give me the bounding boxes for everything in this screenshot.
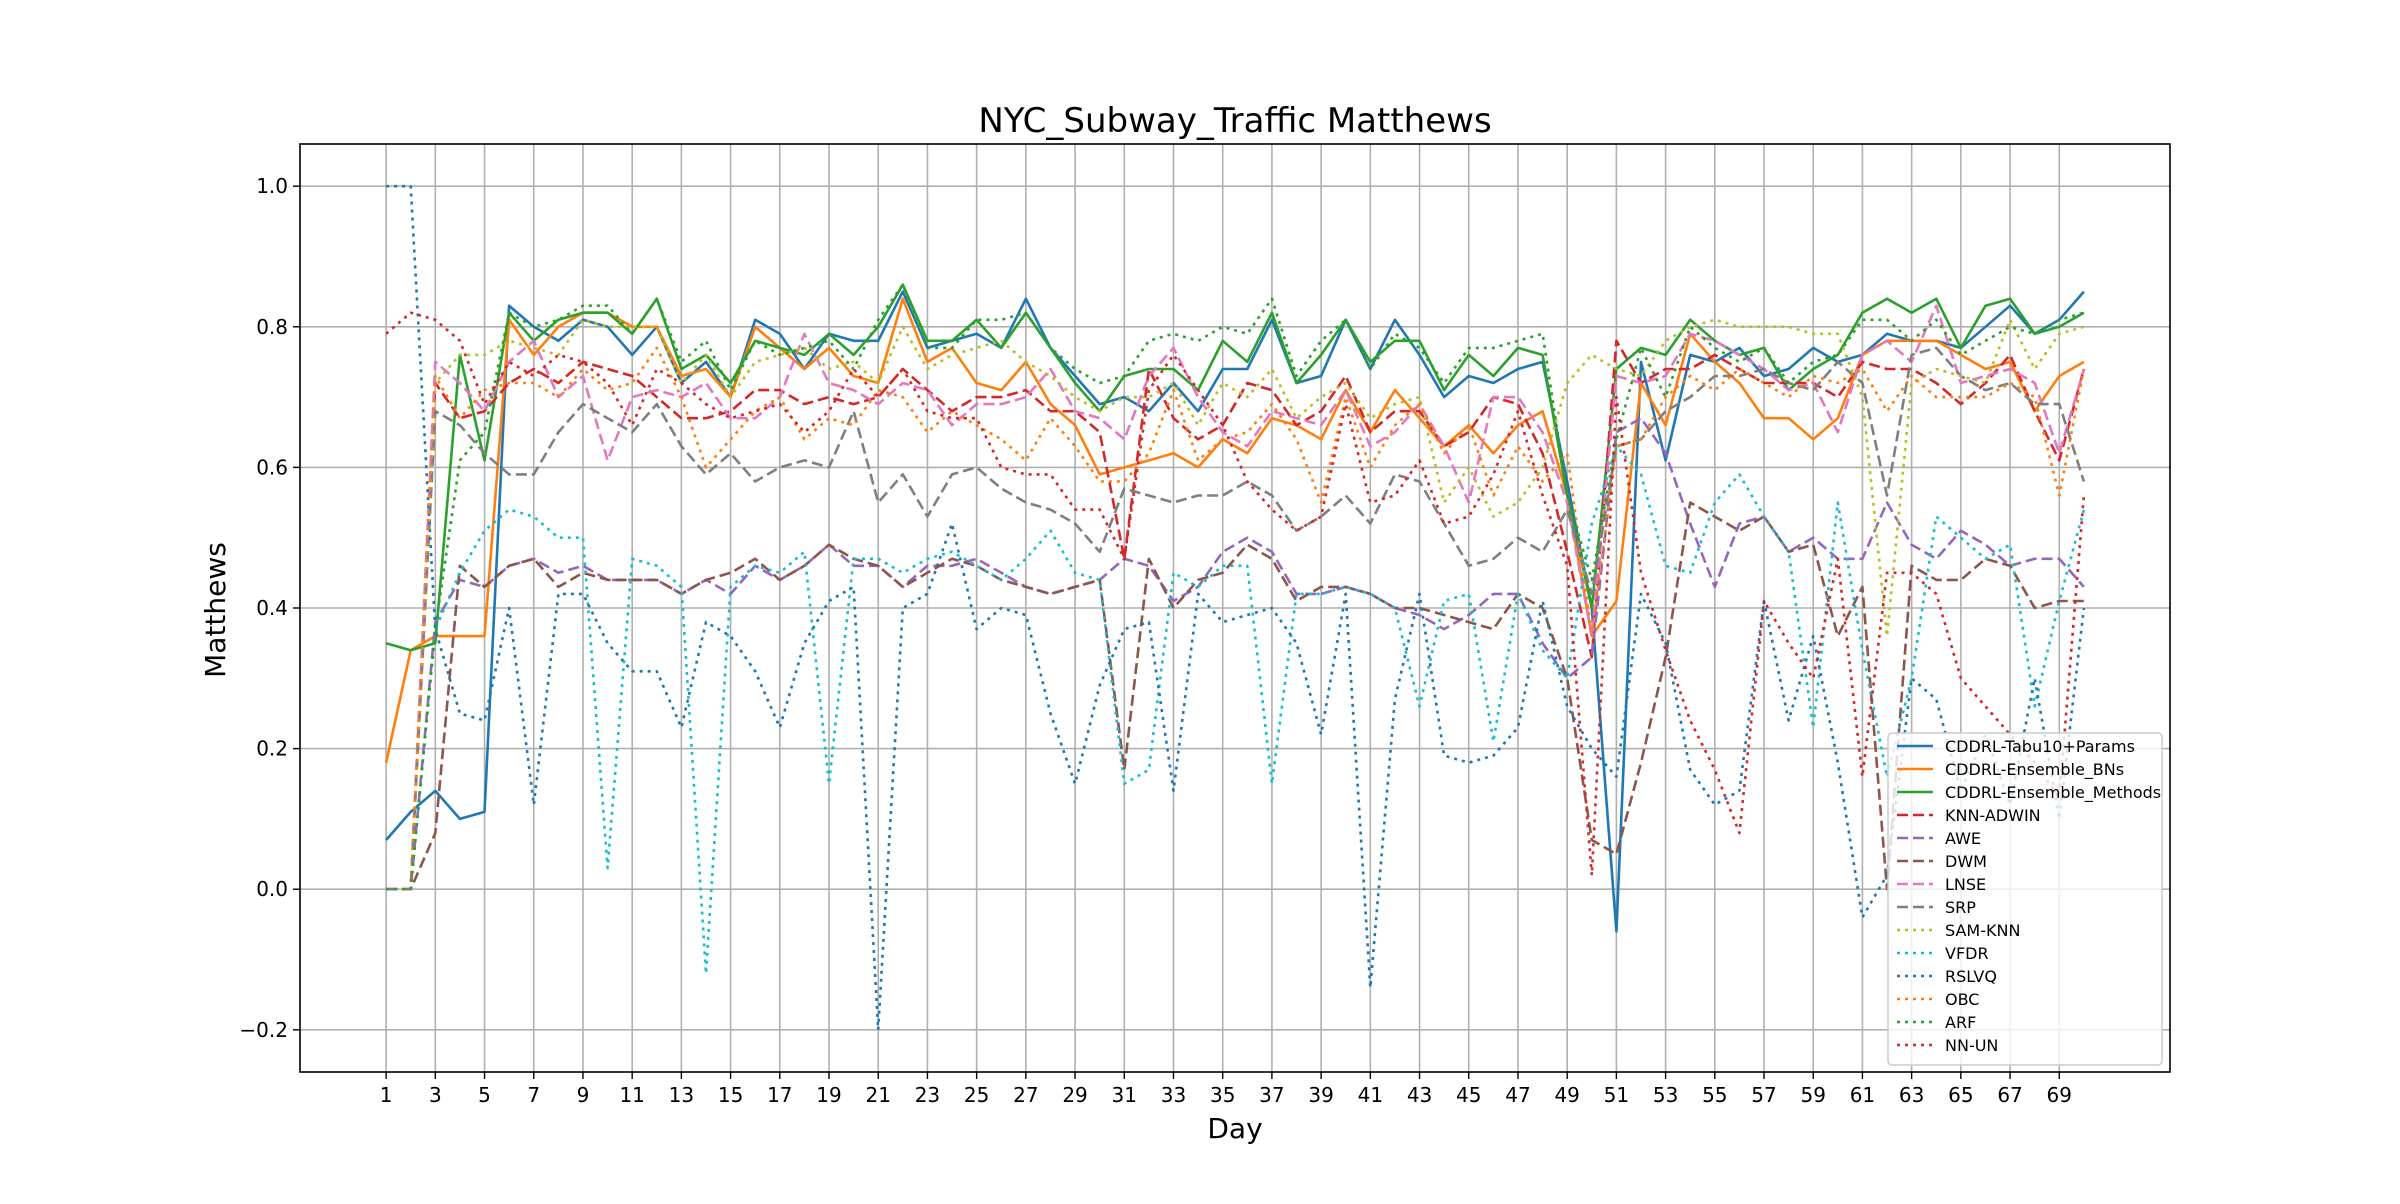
- legend-label: SRP: [1945, 898, 1976, 917]
- x-tick-label: 51: [1604, 1083, 1629, 1107]
- legend-label: KNN-ADWIN: [1945, 806, 2041, 825]
- series-line-7: [386, 346, 2086, 891]
- x-tick-label: 33: [1161, 1083, 1186, 1107]
- series-lines: [384, 184, 2086, 1032]
- legend-label: OBC: [1945, 990, 1979, 1009]
- x-tick-label: 3: [429, 1083, 442, 1107]
- legend-label: SAM-KNN: [1945, 921, 2020, 940]
- legend-label: ARF: [1945, 1013, 1976, 1032]
- legend-label: DWM: [1945, 852, 1987, 871]
- x-tick-label: 31: [1112, 1083, 1137, 1107]
- x-tick-label: 55: [1702, 1083, 1727, 1107]
- x-tick-label: 35: [1210, 1083, 1235, 1107]
- y-axis-label: Matthews: [199, 542, 232, 678]
- legend-label: VFDR: [1945, 944, 1989, 963]
- x-tick-label: 49: [1554, 1083, 1579, 1107]
- x-tick-label: 7: [527, 1083, 540, 1107]
- y-tick-label: 1.0: [256, 174, 288, 198]
- x-tick-label: 41: [1358, 1083, 1383, 1107]
- x-tick-label: 59: [1800, 1083, 1825, 1107]
- x-tick-label: 13: [669, 1083, 694, 1107]
- x-tick-label: 23: [915, 1083, 940, 1107]
- x-tick-label: 65: [1948, 1083, 1973, 1107]
- legend-label: RSLVQ: [1945, 967, 1997, 986]
- x-tick-label: 11: [619, 1083, 644, 1107]
- legend-label: AWE: [1945, 829, 1981, 848]
- y-tick-label: 0.8: [256, 315, 288, 339]
- x-axis-label: Day: [1207, 1112, 1262, 1145]
- y-tick-label: 0.0: [256, 877, 288, 901]
- x-tick-label: 45: [1456, 1083, 1481, 1107]
- x-tick-label: 27: [1013, 1083, 1038, 1107]
- plot-frame: [299, 143, 2171, 1073]
- legend-label: LNSE: [1945, 875, 1986, 894]
- x-tick-label: 19: [816, 1083, 841, 1107]
- y-tick-label: −0.2: [239, 1018, 288, 1042]
- x-tick-label: 57: [1751, 1083, 1776, 1107]
- y-axis-ticks: −0.2 0.0 0.2 0.4 0.6 0.8 1.0: [239, 174, 300, 1042]
- y-tick-label: 0.4: [256, 596, 288, 620]
- x-tick-label: 21: [865, 1083, 890, 1107]
- x-tick-label: 5: [478, 1083, 491, 1107]
- x-tick-label: 17: [767, 1083, 792, 1107]
- x-tick-label: 67: [1997, 1083, 2022, 1107]
- legend-label: CDDRL-Ensemble_BNs: [1945, 760, 2124, 780]
- x-tick-label: 43: [1407, 1083, 1432, 1107]
- series-line-0: [385, 290, 2085, 933]
- legend-label: NN-UN: [1945, 1036, 1998, 1055]
- x-axis-ticks: 1 3 5 7 9 11 13 15 17 19 21 23 25 27 29 31 33 35 37 39 41 43 4…: [380, 1072, 2072, 1107]
- series-line-11: [386, 346, 2086, 891]
- series-line-1: [384, 297, 2085, 763]
- y-tick-label: 0.2: [256, 737, 288, 761]
- x-tick-label: 29: [1062, 1083, 1087, 1107]
- x-tick-label: 1: [380, 1083, 393, 1107]
- x-tick-label: 37: [1259, 1083, 1284, 1107]
- x-tick-label: 63: [1899, 1083, 1924, 1107]
- x-tick-label: 39: [1308, 1083, 1333, 1107]
- legend-label: CDDRL-Ensemble_Methods: [1945, 783, 2161, 803]
- chart-title: NYC_Subway_Traffic Matthews: [978, 101, 1491, 141]
- x-tick-label: 25: [964, 1083, 989, 1107]
- series-line-3: [386, 339, 2086, 891]
- x-tick-label: 53: [1653, 1083, 1678, 1107]
- series-line-9: [386, 444, 2086, 975]
- x-tick-label: 9: [577, 1083, 590, 1107]
- legend-label: CDDRL-Tabu10+Params: [1945, 737, 2135, 756]
- legend: CDDRL-Tabu10+Params CDDRL-Ensemble_BNs CDD…: [1887, 732, 2163, 1066]
- y-tick-label: 0.6: [256, 455, 288, 479]
- x-tick-label: 61: [1850, 1083, 1875, 1107]
- x-tick-label: 15: [718, 1083, 743, 1107]
- legend-box: [1887, 732, 2163, 1066]
- x-tick-label: 47: [1505, 1083, 1530, 1107]
- series-line-5: [386, 501, 2084, 891]
- x-tick-label: 69: [2047, 1083, 2072, 1107]
- series-line-13: [385, 311, 2086, 877]
- series-line-12: [386, 283, 2085, 891]
